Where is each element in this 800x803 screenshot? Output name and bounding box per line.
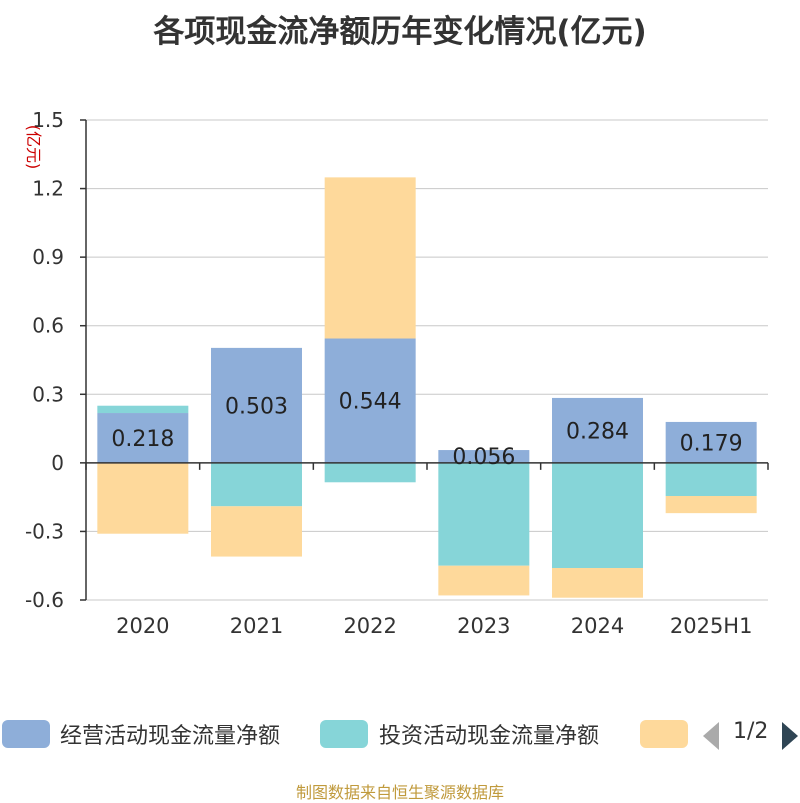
data-label: 0.544 (339, 390, 402, 415)
x-tick-label: 2021 (230, 614, 283, 638)
bar-segment-1 (324, 338, 416, 463)
legend-swatch-investing (320, 720, 368, 748)
x-tick-label: 2025H1 (670, 614, 753, 638)
bar-segment-3 (324, 177, 416, 339)
y-axis-unit-label: (亿元) (24, 125, 43, 170)
legend-label-operating: 经营活动现金流量净额 (60, 724, 281, 749)
bar-segment-1 (665, 421, 757, 463)
y-tick-label: -0.6 (25, 588, 64, 612)
legend-prev-page-icon[interactable] (703, 722, 719, 750)
bar-segment-1 (438, 450, 530, 463)
y-tick-label: 0.6 (32, 314, 64, 338)
bar-segment-3 (665, 496, 757, 514)
legend-next-page-icon[interactable] (782, 722, 798, 750)
x-tick-label: 2023 (457, 614, 510, 638)
y-tick-label: 1.2 (32, 177, 64, 201)
bar-segment-1 (211, 347, 302, 463)
y-tick-label: -0.3 (25, 519, 64, 543)
chart-title: 各项现金流净额历年变化情况(亿元) (153, 14, 647, 50)
data-label: 0.056 (452, 445, 515, 470)
bar-segment-2 (665, 462, 757, 496)
bar-segment-2 (552, 462, 643, 568)
x-tick-label: 2024 (571, 614, 624, 638)
bar-segment-1 (552, 397, 643, 463)
data-label: 0.503 (225, 394, 288, 419)
y-tick-label: 0.3 (32, 382, 64, 406)
bar-segment-3 (211, 506, 302, 557)
bar-segment-3 (438, 565, 530, 596)
bar-segment-2 (438, 462, 530, 566)
bar-segment-1 (97, 413, 189, 463)
data-source-note: 制图数据来自恒生聚源数据库 (295, 783, 504, 802)
bar-segment-2 (97, 405, 189, 414)
data-label: 0.284 (566, 419, 629, 444)
data-label: 0.218 (111, 427, 174, 452)
legend: 经营活动现金流量净额 投资活动现金流量净额 1/2 (0, 716, 800, 756)
y-tick-label: 1.5 (32, 108, 64, 132)
y-tick-label: 0 (51, 451, 64, 475)
cash-flow-chart: 1.5 1.2 0.9 0.6 0.3 0 -0.3 -0.6 (亿元) 2020 2021 2022… (24, 108, 769, 638)
legend-swatch-operating (2, 720, 50, 748)
bar-segment-2 (324, 462, 416, 483)
bar-segment-2 (211, 462, 302, 507)
legend-swatch-financing (640, 720, 688, 748)
bar-segment-3 (552, 568, 643, 598)
y-tick-label: 0.9 (32, 245, 64, 269)
x-tick-label: 2020 (116, 614, 169, 638)
legend-page-indicator: 1/2 (733, 719, 769, 744)
legend-label-investing: 投资活动现金流量净额 (379, 724, 600, 749)
x-tick-label: 2022 (343, 614, 396, 638)
data-label: 0.179 (680, 431, 743, 456)
bar-segment-3 (97, 462, 189, 534)
